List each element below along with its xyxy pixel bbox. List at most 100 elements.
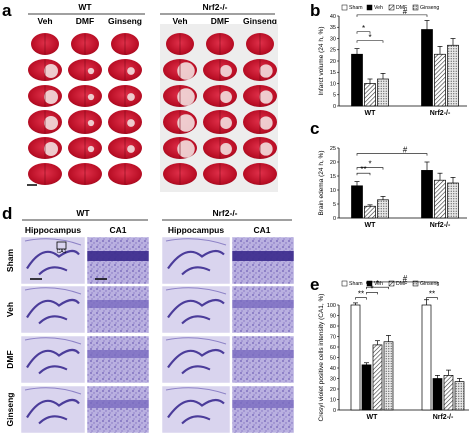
bar-veh-0 — [361, 364, 372, 411]
significance-bracket — [356, 167, 384, 170]
y-tick-label: 15 — [330, 70, 336, 76]
y-tick-label: 20 — [330, 160, 336, 166]
y-tick-label: 60 — [330, 345, 336, 351]
ca1-image — [86, 385, 150, 434]
y-tick-label: 40 — [330, 14, 336, 20]
brain-slice — [203, 85, 237, 107]
hippocampus-image — [161, 385, 231, 434]
row-label-dmf: DMF — [5, 350, 15, 368]
significance-mark: * — [368, 33, 371, 42]
hippocampus-image — [161, 335, 231, 384]
bar-dmf-0 — [372, 344, 383, 411]
bar-dmf-1 — [434, 179, 446, 219]
x-category-label: WT — [367, 414, 379, 421]
brain-slice — [243, 59, 277, 81]
significance-bracket — [356, 14, 428, 17]
bar-veh-0 — [351, 185, 363, 219]
y-tick-label: 10 — [330, 81, 336, 87]
brain-slice — [108, 85, 142, 107]
brain-slice — [108, 59, 142, 81]
brain-slice — [243, 137, 277, 159]
panel-letter-b: b — [310, 1, 320, 20]
y-tick-label: 20 — [330, 59, 336, 65]
bar-sham-1 — [421, 304, 432, 411]
brain-slice — [243, 163, 277, 185]
bar-dmf-0 — [364, 83, 376, 107]
significance-mark: ** — [360, 165, 366, 174]
y-tick-label: 40 — [330, 366, 336, 372]
brain-slice — [28, 85, 62, 107]
brain-slice — [163, 163, 197, 185]
panel-letter-c: c — [310, 119, 319, 138]
significance-bracket — [426, 297, 438, 300]
bar-ginseng-0 — [377, 78, 389, 107]
brain-slice — [108, 110, 142, 134]
bar-dmf-1 — [443, 375, 454, 411]
y-tick-label: 25 — [330, 48, 336, 54]
legend-label-dmf: DMF — [396, 281, 407, 287]
y-tick-label: 0 — [333, 408, 336, 414]
y-tick-label: 100 — [327, 303, 336, 309]
significance-mark: * — [376, 279, 379, 288]
legend-swatch-sham — [341, 280, 348, 287]
x-category-label: WT — [365, 110, 377, 117]
brain-slice — [246, 33, 274, 55]
brain-slice — [163, 85, 197, 107]
y-axis-label: Infarct volume (24 h, %) — [318, 27, 325, 96]
significance-bracket — [356, 31, 371, 34]
brain-slice — [108, 137, 142, 159]
y-tick-label: 15 — [330, 174, 336, 180]
significance-bracket — [356, 172, 371, 176]
ca1-image — [231, 335, 295, 384]
brain-slice — [68, 85, 102, 107]
significance-mark: # — [403, 7, 408, 16]
hippocampus-image — [161, 236, 231, 285]
legend-swatch-sham — [341, 4, 348, 11]
x-category-label: Nrf2-/- — [430, 222, 451, 229]
legend-label-sham: Sham — [349, 5, 363, 11]
group-label-0: Veh — [37, 16, 52, 26]
y-tick-label: 5 — [333, 202, 336, 208]
significance-mark: # — [403, 146, 408, 155]
panel-c: c 0 5 10 15 20 25 Brain edema (24 h, %) WT Nrf2-… — [310, 119, 467, 229]
brain-slice — [206, 33, 234, 55]
y-tick-label: 0 — [333, 104, 336, 110]
significance-mark: * — [370, 284, 373, 293]
legend-label-sham: Sham — [349, 281, 363, 287]
significance-mark: ** — [429, 290, 435, 299]
group-label-2: Ginseng — [108, 16, 142, 26]
x-category-label: Nrf2-/- — [430, 110, 451, 117]
hippocampus-image — [20, 285, 86, 334]
group-label-1: DMF — [76, 16, 94, 26]
panel-letter-a: a — [2, 1, 12, 20]
ca1-image — [231, 285, 295, 334]
bar-dmf-1 — [434, 53, 446, 107]
row-label-sham: Sham — [5, 248, 15, 272]
brain-slice — [28, 137, 62, 159]
y-tick-label: 35 — [330, 25, 336, 31]
bar-ginseng-1 — [454, 381, 465, 411]
legend-swatch-veh — [366, 4, 373, 11]
y-tick-label: 50 — [330, 355, 336, 361]
bar-ginseng-1 — [447, 182, 459, 219]
d-genotype-header-wt: WT — [76, 208, 90, 218]
significance-mark: * — [368, 160, 371, 169]
group-label-4: DMF — [211, 16, 229, 26]
genotype-header-wt: WT — [78, 2, 92, 12]
y-tick-label: 30 — [330, 376, 336, 382]
col-header-hippocampus-nrf2: Hippocampus — [168, 225, 224, 235]
panel-letter-d: d — [2, 204, 12, 223]
significance-bracket — [355, 297, 367, 300]
hippocampus-image — [20, 236, 86, 285]
y-tick-label: 80 — [330, 324, 336, 330]
significance-bracket — [366, 286, 389, 290]
hippocampus-image — [20, 385, 86, 434]
bar-dmf-0 — [364, 205, 376, 219]
brain-slice — [68, 163, 102, 185]
y-tick-label: 10 — [330, 188, 336, 194]
col-header-hippocampus-wt: Hippocampus — [25, 225, 81, 235]
ca1-image — [86, 335, 150, 384]
brain-slice — [28, 59, 62, 81]
panel-d: d WT Nrf2-/- Hippocampus CA1 Hippocampus… — [2, 204, 295, 434]
